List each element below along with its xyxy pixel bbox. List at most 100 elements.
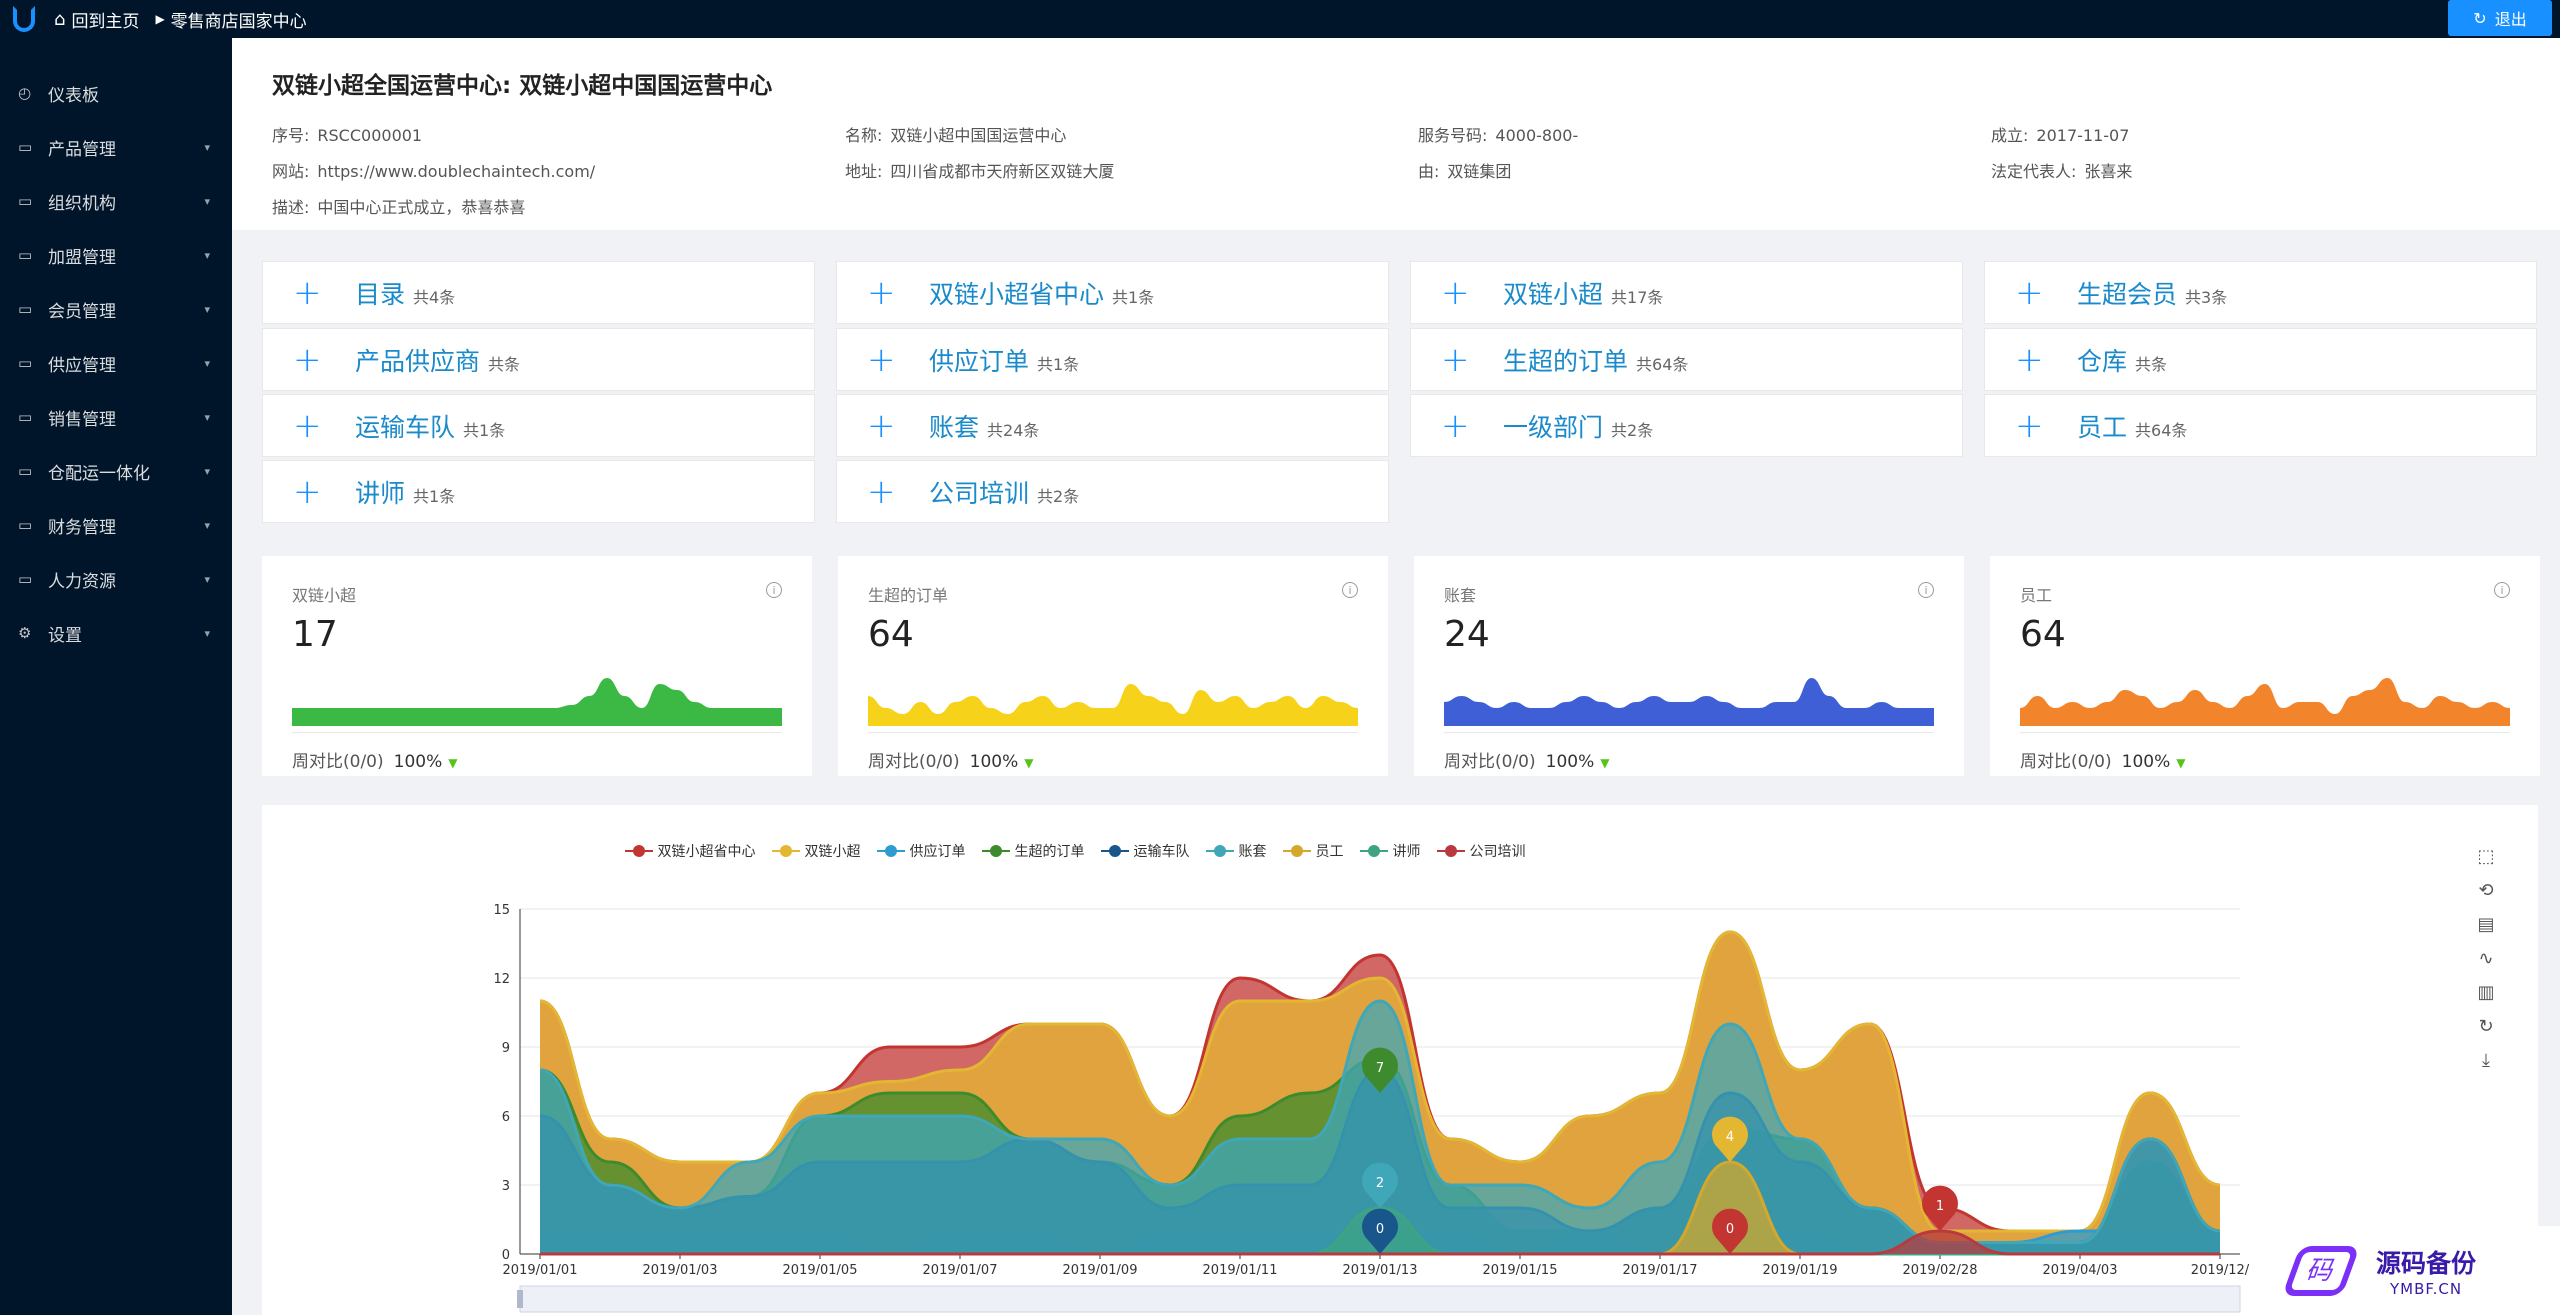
plus-icon[interactable]: +: [1441, 339, 1470, 380]
app-logo[interactable]: [0, 0, 48, 38]
plus-icon[interactable]: +: [2015, 405, 2044, 446]
pin-label: 0: [1726, 1222, 1734, 1237]
sparkline-area: [868, 684, 1358, 726]
slider-handle[interactable]: [517, 1290, 523, 1308]
stat-compare: 周对比(0/0): [292, 752, 384, 772]
home-icon[interactable]: ⌂: [54, 8, 66, 30]
zoom-reset-icon[interactable]: ⟲: [2478, 880, 2494, 901]
tile-name[interactable]: 双链小超省中心: [929, 279, 1105, 309]
info-field-value: 张喜来: [2084, 162, 2133, 181]
mark-point[interactable]: 7: [1362, 1047, 1398, 1093]
restore-icon[interactable]: ↻: [2478, 1016, 2494, 1037]
tile-name[interactable]: 供应订单: [929, 346, 1030, 376]
sidebar-item[interactable]: ▭ 财务管理 ▾: [0, 498, 232, 552]
legend-item[interactable]: 运输车队: [1100, 841, 1190, 861]
link-tile[interactable]: + 一级部门 共2条: [1410, 394, 1963, 457]
legend-item[interactable]: 讲师: [1359, 841, 1421, 861]
mark-point[interactable]: 0: [1712, 1208, 1748, 1254]
link-tile[interactable]: + 生超会员 共3条: [1984, 261, 2537, 324]
link-tile[interactable]: + 运输车队 共1条: [262, 394, 815, 457]
tile-name[interactable]: 双链小超: [1503, 279, 1604, 309]
logout-button[interactable]: ↻ 退出: [2448, 0, 2552, 36]
plus-icon[interactable]: +: [293, 471, 322, 512]
link-tile[interactable]: + 产品供应商 共条: [262, 328, 815, 391]
mark-point[interactable]: 2: [1362, 1162, 1399, 1208]
plus-icon[interactable]: +: [293, 405, 322, 446]
legend-label: 讲师: [1392, 844, 1421, 860]
bar-chart-icon[interactable]: ▥: [2477, 982, 2495, 1003]
line-chart-icon[interactable]: ∿: [2478, 948, 2494, 969]
link-tile[interactable]: + 员工 共64条: [1984, 394, 2537, 457]
data-view-icon[interactable]: ▤: [2477, 914, 2495, 935]
plus-icon[interactable]: +: [1441, 405, 1470, 446]
tile-name[interactable]: 产品供应商: [355, 346, 481, 376]
tile-name[interactable]: 账套: [929, 412, 980, 442]
link-tile[interactable]: + 供应订单 共1条: [836, 328, 1389, 391]
sidebar-item[interactable]: ▭ 组织机构 ▾: [0, 174, 232, 228]
mark-point[interactable]: 1: [1922, 1185, 1959, 1231]
info-icon[interactable]: i: [766, 582, 782, 598]
data-zoom-slider[interactable]: [519, 1285, 2241, 1313]
tile-name[interactable]: 仓库: [2077, 346, 2128, 376]
tile-name[interactable]: 目录: [355, 279, 406, 309]
tile-name[interactable]: 讲师: [355, 478, 406, 508]
sidebar-item[interactable]: ⚙ 设置 ▾: [0, 606, 232, 660]
legend-item[interactable]: 员工: [1282, 841, 1344, 861]
sidebar-item[interactable]: ▭ 销售管理 ▾: [0, 390, 232, 444]
plus-icon[interactable]: +: [867, 339, 896, 380]
plus-icon[interactable]: +: [293, 339, 322, 380]
series-area[interactable]: [540, 1229, 2220, 1256]
tile-name[interactable]: 一级部门: [1503, 412, 1604, 442]
sidebar-item[interactable]: ▭ 供应管理 ▾: [0, 336, 232, 390]
home-link[interactable]: 回到主页: [71, 11, 140, 32]
link-tile[interactable]: + 双链小超 共17条: [1410, 261, 1963, 324]
legend-symbol: [1282, 844, 1311, 858]
area-zoom-icon[interactable]: ⬚: [2477, 846, 2495, 867]
plus-icon[interactable]: +: [1441, 272, 1470, 313]
x-tick-label: 2019/01/13: [1343, 1263, 1418, 1278]
sidebar-item[interactable]: ◴ 仪表板: [0, 66, 232, 120]
legend-item[interactable]: 生超的订单: [981, 841, 1085, 861]
stat-pct: 100%: [393, 752, 443, 772]
plus-icon[interactable]: +: [867, 405, 896, 446]
tile-name[interactable]: 生超会员: [2077, 279, 2178, 309]
mark-point[interactable]: 0: [1362, 1208, 1398, 1254]
sidebar-item[interactable]: ▭ 人力资源 ▾: [0, 552, 232, 606]
tile-name[interactable]: 生超的订单: [1503, 346, 1629, 376]
sidebar-item[interactable]: ▭ 会员管理 ▾: [0, 282, 232, 336]
gear-icon: ⚙: [18, 624, 32, 642]
link-tile[interactable]: + 账套 共24条: [836, 394, 1389, 457]
download-icon[interactable]: ⤓: [2482, 1050, 2490, 1071]
legend-item[interactable]: 双链小超: [771, 841, 861, 861]
link-tile[interactable]: + 公司培训 共2条: [836, 460, 1389, 523]
sidebar-item-label: 财务管理: [48, 517, 116, 538]
plus-icon[interactable]: +: [293, 272, 322, 313]
plus-icon[interactable]: +: [2015, 339, 2044, 380]
tile-name[interactable]: 公司培训: [929, 478, 1030, 508]
info-icon[interactable]: i: [1342, 582, 1358, 598]
stat-card: 员工 i 64 周对比(0/0) 100% ▼: [1990, 556, 2540, 776]
sidebar-item[interactable]: ▭ 仓配运一体化 ▾: [0, 444, 232, 498]
legend-item[interactable]: 公司培训: [1436, 841, 1526, 861]
link-tile[interactable]: + 讲师 共1条: [262, 460, 815, 523]
plus-icon[interactable]: +: [2015, 272, 2044, 313]
legend-item[interactable]: 供应订单: [876, 841, 966, 861]
link-tile[interactable]: + 生超的订单 共64条: [1410, 328, 1963, 391]
info-icon[interactable]: i: [2494, 582, 2510, 598]
sidebar-item[interactable]: ▭ 产品管理 ▾: [0, 120, 232, 174]
link-tile[interactable]: + 目录 共4条: [262, 261, 815, 324]
chevron-down-icon: ▾: [204, 302, 210, 316]
legend-item[interactable]: 双链小超省中心: [624, 841, 756, 861]
sidebar-item[interactable]: ▭ 加盟管理 ▾: [0, 228, 232, 282]
link-tile[interactable]: + 仓库 共条: [1984, 328, 2537, 391]
link-tile[interactable]: + 双链小超省中心 共1条: [836, 261, 1389, 324]
pin-shape: [1712, 1116, 1748, 1162]
tile-name[interactable]: 运输车队: [355, 412, 456, 442]
legend-item[interactable]: 账套: [1205, 841, 1267, 861]
plus-icon[interactable]: +: [867, 272, 896, 313]
plus-icon[interactable]: +: [867, 471, 896, 512]
mark-point[interactable]: 4: [1712, 1116, 1748, 1162]
tile-name[interactable]: 员工: [2077, 412, 2128, 442]
info-icon[interactable]: i: [1918, 582, 1934, 598]
